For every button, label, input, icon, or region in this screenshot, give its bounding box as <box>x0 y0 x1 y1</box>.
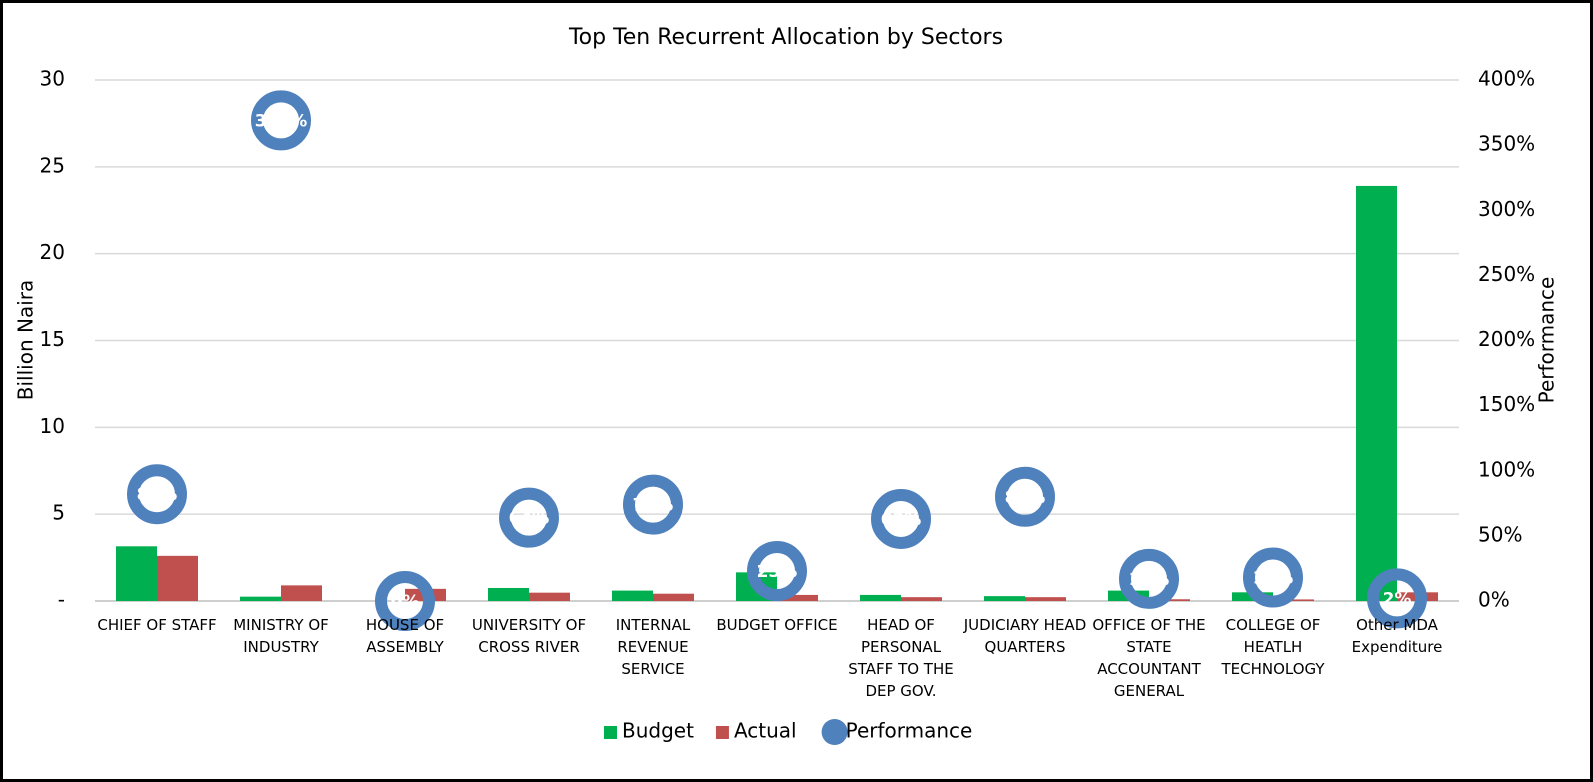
y-tick-label: 10 <box>40 414 65 438</box>
legend-swatch <box>715 726 729 739</box>
legend-label: Budget <box>622 719 694 743</box>
data-label: 18% <box>1253 569 1294 589</box>
data-label: 82% <box>137 485 178 505</box>
x-tick-label: Other MDA Expenditure <box>1351 616 1443 656</box>
bar <box>529 592 570 601</box>
bar <box>1273 599 1314 601</box>
y2-tick-label: 250% <box>1478 262 1535 286</box>
x-tick-label: HEAD OF PERSONAL STAFF TO THE DEP GOV. <box>848 616 954 700</box>
performance-marker <box>375 571 435 631</box>
performance-marker <box>251 90 311 151</box>
bar <box>157 555 198 601</box>
performance-marker <box>499 487 559 548</box>
bar <box>116 546 157 601</box>
performance-marker <box>871 488 931 549</box>
y2-tick-label: 100% <box>1478 457 1535 481</box>
chart-title: Top Ten Recurrent Allocation by Sectors <box>568 25 1003 50</box>
x-tick-label: OFFICE OF THE STATE ACCOUNTANT GENERAL <box>1092 616 1206 700</box>
bar <box>984 596 1025 601</box>
data-label: 74% <box>633 496 674 516</box>
y2-axis-title: Performance <box>1535 277 1559 404</box>
bar <box>612 590 653 601</box>
data-label: 0% <box>391 592 420 612</box>
performance-marker <box>747 541 807 602</box>
y-tick-label: 5 <box>52 501 65 525</box>
legend-label: Actual <box>734 719 797 743</box>
bar <box>777 594 818 601</box>
y-tick-label: 30 <box>40 67 65 91</box>
bar <box>653 593 694 601</box>
bar <box>240 596 281 601</box>
bar <box>1356 185 1397 602</box>
x-tick-label: UNIVERSITY OF CROSS RIVER <box>471 616 587 656</box>
performance-marker <box>1119 548 1179 609</box>
data-label: 63% <box>881 510 922 530</box>
bar <box>488 587 529 601</box>
performance-marker <box>127 464 187 525</box>
y2-tick-label: 150% <box>1478 392 1535 416</box>
y2-tick-label: 400% <box>1478 67 1535 91</box>
bar <box>281 585 322 601</box>
x-tick-label: MINISTRY OF INDUSTRY <box>233 616 329 656</box>
data-label: 23% <box>757 562 798 582</box>
bar <box>1025 597 1066 601</box>
y2-tick-label: 300% <box>1478 197 1535 221</box>
x-tick-label: COLLEGE OF HEATLH TECHNOLOGY <box>1221 616 1325 678</box>
data-label: 2% <box>1383 589 1412 609</box>
y-tick-label: 25 <box>40 153 65 177</box>
performance-marker <box>623 474 683 535</box>
data-label: 64% <box>509 509 550 529</box>
y-axis-title: Billion Naira <box>14 280 38 400</box>
data-label: 80% <box>1005 488 1046 508</box>
performance-marker <box>995 466 1055 527</box>
y2-tick-label: 0% <box>1478 588 1510 612</box>
y-tick-label: 20 <box>40 240 65 264</box>
y2-tick-label: 200% <box>1478 327 1535 351</box>
legend-label: Performance <box>846 719 973 743</box>
bar <box>860 594 901 601</box>
x-tick-label: HOUSE OF ASSEMBLY <box>365 616 445 656</box>
x-tick-label: CHIEF OF STAFF <box>97 616 217 634</box>
y-tick-label: - <box>58 588 65 612</box>
y2-tick-label: 350% <box>1478 132 1535 156</box>
bar <box>901 597 942 601</box>
legend-swatch <box>604 726 617 739</box>
data-label: 17% <box>1129 570 1170 590</box>
data-label: 369% <box>255 111 308 131</box>
legend-swatch <box>821 719 848 745</box>
x-tick-label: BUDGET OFFICE <box>716 616 838 634</box>
performance-marker <box>1367 568 1427 629</box>
y2-tick-label: 50% <box>1478 522 1522 546</box>
performance-marker <box>1243 547 1303 608</box>
x-tick-label: INTERNAL REVENUE SERVICE <box>615 616 691 678</box>
x-tick-label: JUDICIARY HEAD QUARTERS <box>963 616 1087 656</box>
y-tick-label: 15 <box>40 327 65 351</box>
